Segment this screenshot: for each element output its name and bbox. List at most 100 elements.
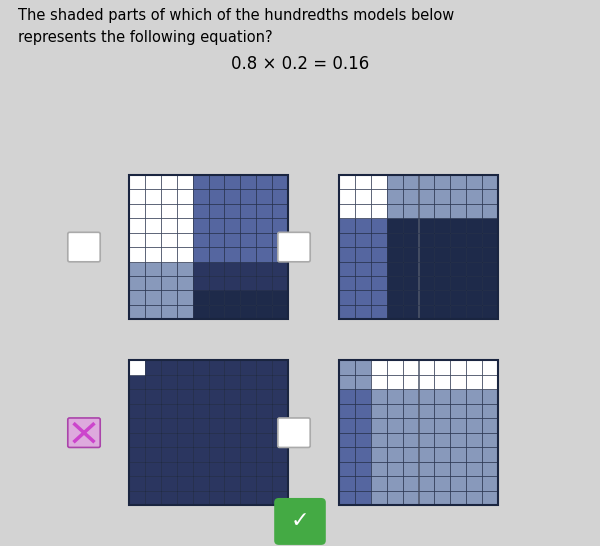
Bar [339,175,355,189]
Bar [450,447,466,461]
Bar [434,403,450,418]
Bar [403,189,418,204]
Bar [176,462,193,476]
Bar [224,476,240,490]
Bar [145,490,161,505]
Bar [466,462,482,476]
Bar [161,432,177,447]
Bar [209,204,224,218]
Bar [129,447,145,461]
Bar [224,218,240,233]
Bar [209,305,224,319]
Bar [129,403,145,418]
Bar [482,462,498,476]
Bar [256,204,272,218]
Bar [256,189,272,204]
Text: represents the following equation?: represents the following equation? [18,30,272,45]
Bar [371,432,387,447]
Bar [339,462,355,476]
Bar [355,276,371,290]
Bar [129,175,145,189]
Bar [272,432,288,447]
Bar [129,189,145,204]
Bar [161,247,177,262]
Bar [161,403,177,418]
Bar [129,262,145,276]
Bar [482,418,498,432]
Bar [450,389,466,404]
Bar [466,360,482,375]
Bar [419,432,434,447]
Bar [450,490,466,505]
Bar [256,262,272,276]
Bar [272,175,288,189]
Bar [419,418,434,432]
Bar [193,432,209,447]
Bar [145,276,161,290]
Bar [129,276,145,290]
Bar [466,375,482,389]
Bar [193,418,209,432]
Bar [240,432,256,447]
Bar [209,276,224,290]
Bar [403,305,418,319]
Bar [482,490,498,505]
Bar [176,233,193,247]
Bar [371,247,387,262]
Bar [161,189,177,204]
Bar [466,189,482,204]
Bar [466,290,482,305]
Bar [403,403,418,418]
Bar [403,290,418,305]
Bar [129,476,145,490]
FancyBboxPatch shape [68,418,100,448]
Bar [403,360,418,375]
Bar [176,432,193,447]
Bar [193,218,209,233]
Bar [403,375,418,389]
Bar [450,418,466,432]
Bar [434,262,450,276]
Bar [240,305,256,319]
Bar [434,447,450,461]
Bar [482,262,498,276]
Bar [224,447,240,461]
Bar [240,233,256,247]
Bar [176,276,193,290]
Bar [176,447,193,461]
Bar [209,175,224,189]
Bar [240,389,256,404]
Bar [209,247,224,262]
Bar [193,375,209,389]
Bar [145,233,161,247]
Bar [193,389,209,404]
Bar [434,305,450,319]
Bar [450,247,466,262]
Bar [240,462,256,476]
FancyBboxPatch shape [68,233,100,262]
Bar [371,218,387,233]
Bar [193,247,209,262]
Bar [434,218,450,233]
Bar [176,218,193,233]
Bar [371,375,387,389]
Bar [129,389,145,404]
Bar [419,262,434,276]
Bar [193,175,209,189]
Bar [224,389,240,404]
Bar [193,462,209,476]
Bar [240,490,256,505]
Bar [387,247,403,262]
Bar [482,276,498,290]
Bar [339,476,355,490]
Bar [371,276,387,290]
Bar [419,247,434,262]
Bar [145,189,161,204]
Bar [355,204,371,218]
Bar [240,418,256,432]
Bar [403,447,418,461]
Bar [434,360,450,375]
Bar [193,233,209,247]
Bar [209,432,224,447]
Bar [272,375,288,389]
